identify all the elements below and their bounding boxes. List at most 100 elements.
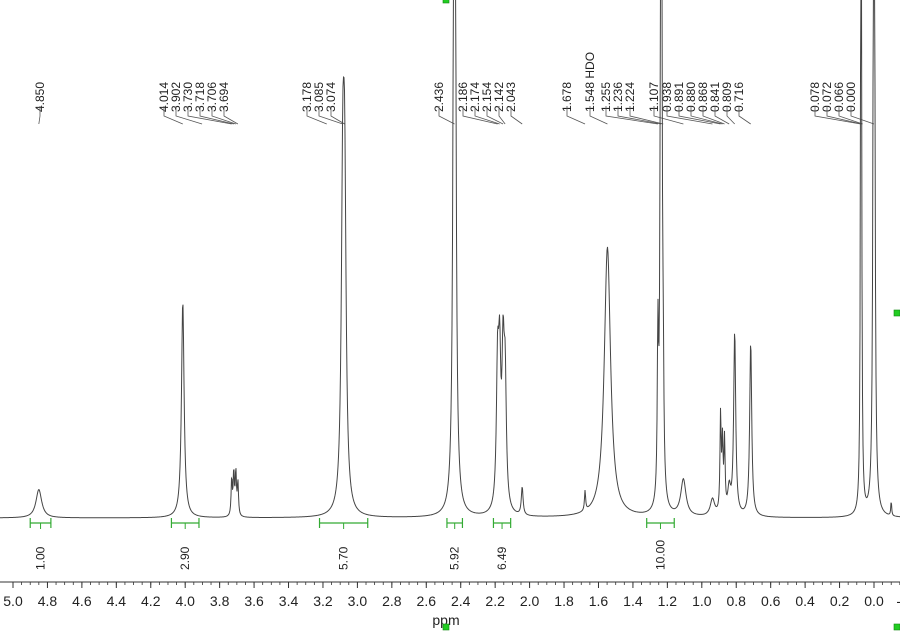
peak-label-connector: [462, 106, 498, 125]
x-tick-label: 4.4: [107, 593, 127, 609]
peak-label: 2.154: [480, 82, 494, 112]
x-axis-label: ppm: [432, 612, 459, 628]
peak-label: 3.706: [205, 82, 219, 112]
x-tick-label: 2.0: [520, 593, 540, 609]
x-tick-label: 1.8: [554, 593, 574, 609]
peak-label-connector: [163, 106, 183, 125]
x-tick-label: 4.2: [141, 593, 161, 609]
peak-label-connector: [486, 106, 504, 125]
peak-label: 0.938: [660, 82, 674, 112]
peak-label: 0.000: [844, 82, 858, 112]
peak-label-connector: [175, 106, 203, 125]
integral-region[interactable]: 5.92: [446, 518, 464, 570]
peak-label-connector: [850, 106, 875, 125]
peak-label: 0.891: [672, 82, 686, 112]
integral-region[interactable]: 5.70: [318, 518, 369, 570]
integral-value: 5.70: [337, 546, 351, 570]
peak-label: 0.809: [720, 82, 734, 112]
peak-label-connector: [838, 106, 863, 125]
x-tick-label: 2.2: [485, 593, 505, 609]
peak-label: 3.085: [312, 82, 326, 112]
bottom-handle[interactable]: [442, 623, 450, 631]
peak-label: 2.142: [492, 82, 506, 112]
x-tick-label: 4.8: [38, 593, 58, 609]
peak-label-connector: [690, 106, 723, 125]
peak-label-connector: [510, 106, 523, 125]
x-tick-label: 0.4: [795, 593, 815, 609]
x-tick-label: 4.0: [175, 593, 195, 609]
peak-label-connector: [617, 106, 662, 125]
peak-label-connector: [306, 106, 327, 125]
integral-value: 1.00: [34, 546, 48, 570]
peak-label-connector: [726, 106, 735, 125]
peak-label: 3.178: [300, 82, 314, 112]
corner-handle[interactable]: [893, 623, 900, 631]
x-tick-label: 1.6: [589, 593, 609, 609]
x-tick-label: -0.2: [896, 593, 900, 609]
peak-label: 0.716: [732, 82, 746, 112]
top-handle[interactable]: [442, 0, 450, 4]
peak-label: 0.072: [820, 82, 834, 112]
peak-label: 2.174: [468, 82, 482, 112]
integrals: 1.00 2.90 5.70 5.92 6.49 10.00: [29, 518, 675, 570]
peak-label: 3.730: [181, 82, 195, 112]
peak-label: 0.841: [708, 82, 722, 112]
peak-label: 0.078: [808, 82, 822, 112]
peak-label-connector: [738, 106, 751, 125]
peak-label: 4.850: [33, 82, 47, 112]
peak-label: 3.694: [217, 82, 231, 112]
x-tick-label: 3.0: [348, 593, 368, 609]
right-handle[interactable]: [893, 309, 900, 317]
peak-label-connector: [211, 106, 236, 125]
peak-label-connector: [605, 106, 658, 125]
x-tick-label: 3.4: [279, 593, 299, 609]
peak-label: 1.548 HDO: [583, 52, 597, 112]
integral-value: 6.49: [495, 546, 509, 570]
integral-region[interactable]: 10.00: [646, 518, 675, 570]
peak-label-connector: [589, 106, 608, 125]
peak-label-connector: [702, 106, 725, 125]
peak-label: 4.014: [157, 82, 171, 112]
peak-label-connector: [474, 106, 500, 125]
integral-value: 5.92: [448, 546, 462, 570]
peak-label-connector: [826, 106, 862, 125]
x-tick-label: 3.2: [313, 593, 333, 609]
x-tick-label: 0.6: [761, 593, 781, 609]
integral-region[interactable]: 1.00: [29, 518, 52, 570]
x-tick-label: 3.6: [244, 593, 264, 609]
x-tick-label: 0.0: [864, 593, 884, 609]
peak-label-connector: [714, 106, 730, 125]
integral-region[interactable]: 2.90: [170, 518, 200, 570]
peak-label-connector: [223, 106, 239, 125]
peak-label: 1.224: [623, 82, 637, 112]
x-axis: 5.0 4.8 4.6 4.4 4.2 4.0 3.8 3.6 3.4 3.2 3.0 2.8 2.6 2…: [0, 581, 900, 609]
peak-label-connector: [199, 106, 234, 125]
peak-label-connector: [653, 106, 684, 125]
peak-label-connector: [438, 106, 455, 125]
peak-label: 3.074: [324, 82, 338, 112]
peak-label-connector: [330, 106, 345, 125]
spectrum: [0, 0, 900, 519]
peak-label: 2.186: [456, 82, 470, 112]
integral-value: 2.90: [178, 546, 192, 570]
x-tick-label: 0.8: [727, 593, 747, 609]
peak-label: 0.880: [684, 82, 698, 112]
peak-label-connector: [318, 106, 343, 125]
peak-label-connector: [498, 106, 506, 125]
spectrum-line: [0, 0, 900, 519]
integral-region[interactable]: 6.49: [492, 518, 512, 570]
peak-label-connector: [566, 106, 586, 125]
peak-label-connector: [678, 106, 721, 125]
x-tick-label: 0.2: [830, 593, 850, 609]
x-tick-label: 3.8: [210, 593, 230, 609]
peak-label: 0.868: [696, 82, 710, 112]
x-tick-label: 4.6: [72, 593, 92, 609]
peak-label-connector: [629, 106, 664, 125]
x-tick-label: 1.2: [658, 593, 678, 609]
peak-label: 1.236: [611, 82, 625, 112]
x-tick-label: 1.4: [623, 593, 643, 609]
x-tick-label: 2.4: [451, 593, 471, 609]
peak-label: 1.255: [599, 82, 613, 112]
